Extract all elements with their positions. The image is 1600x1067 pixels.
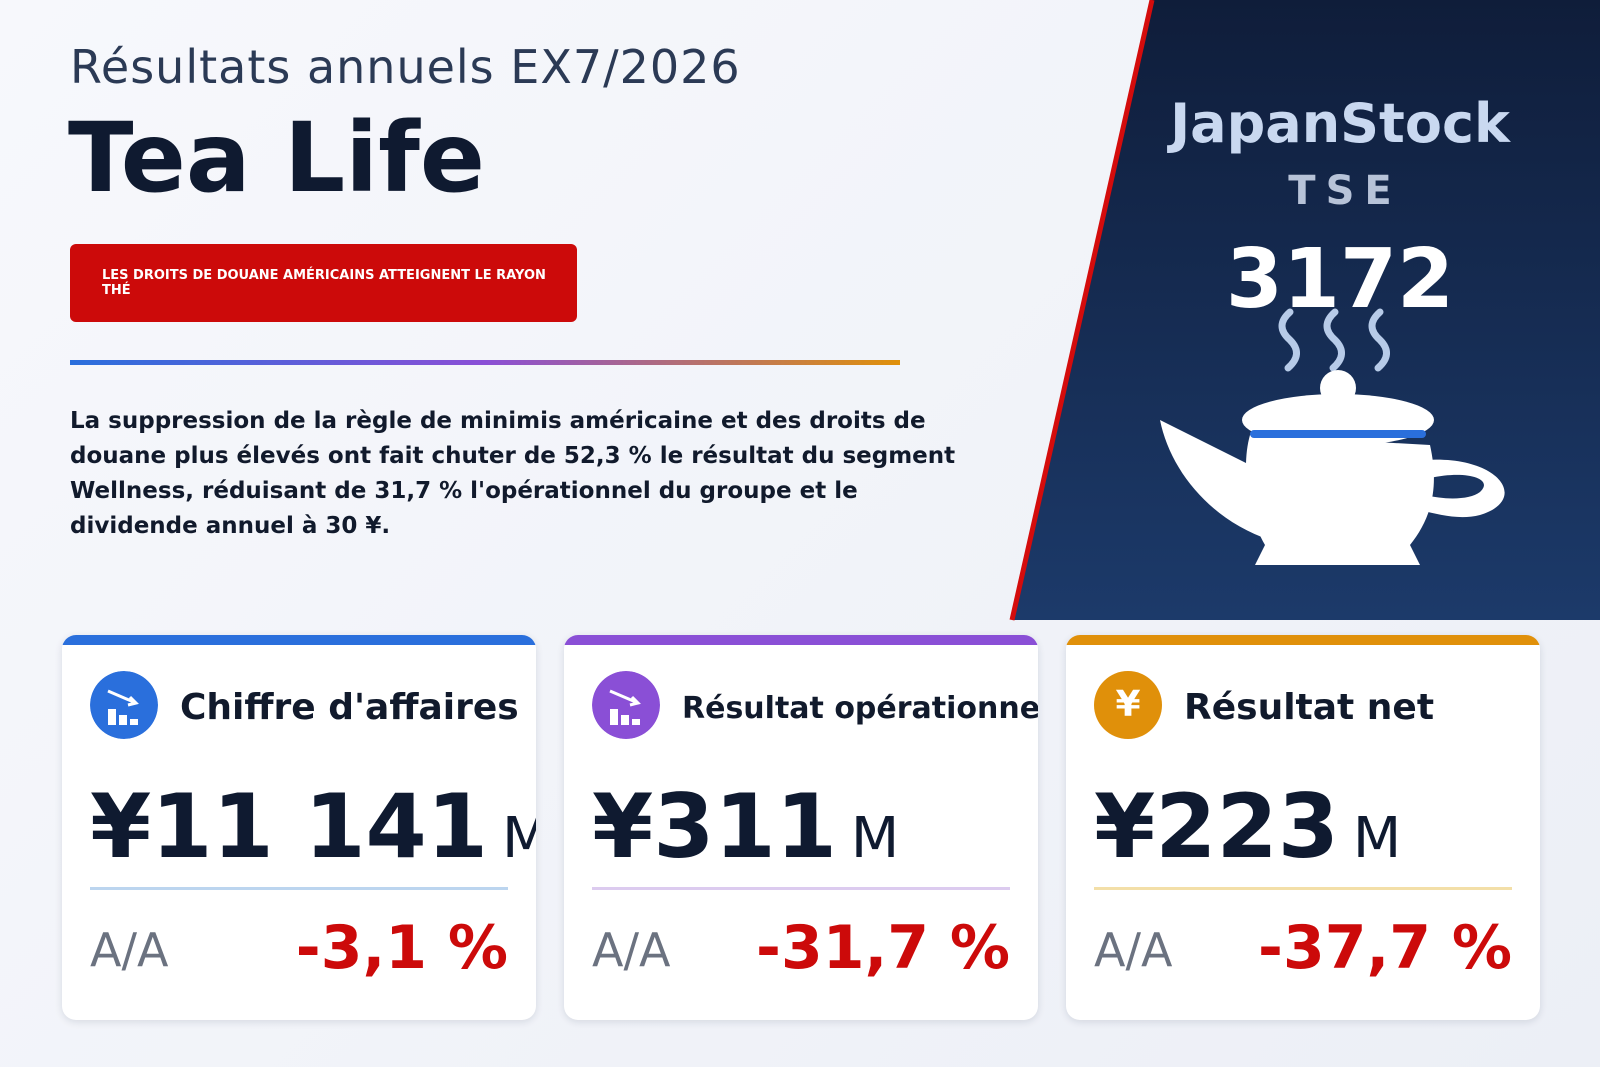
yoy-value: -3,1 % <box>295 913 508 983</box>
card-title: Chiffre d'affaires <box>180 687 519 728</box>
icon-text: ¥ <box>1115 684 1141 725</box>
card-divider <box>592 887 1010 890</box>
card-accent <box>564 635 1038 645</box>
brand-name: JapanStock <box>1170 92 1510 155</box>
title: Tea Life <box>68 102 485 214</box>
card-divider <box>1094 887 1512 890</box>
unit: M <box>850 806 900 871</box>
divider <box>70 360 900 365</box>
card-title: Résultat opérationnel <box>682 691 1038 726</box>
yoy-value: -37,7 % <box>1258 913 1512 983</box>
card-icon <box>592 671 660 739</box>
yoy-label: A/A <box>90 923 169 977</box>
card-value: ¥311 M <box>592 775 899 878</box>
value: ¥11 141 <box>90 775 489 878</box>
teapot <box>1160 370 1505 565</box>
kpi-card: Résultat opérationnel ¥311 M A/A -31,7 % <box>564 635 1038 1020</box>
brand-panel <box>1009 0 1600 621</box>
yoy-label: A/A <box>1094 923 1173 977</box>
unit: M <box>502 806 536 871</box>
subtitle: Résultats annuels EX7/2026 <box>70 40 741 94</box>
summary: La suppression de la règle de minimis am… <box>70 408 956 539</box>
value: ¥223 <box>1094 775 1339 878</box>
yoy-value: -31,7 % <box>756 913 1010 983</box>
unit: M <box>1352 806 1402 871</box>
card-title: Résultat net <box>1184 687 1435 728</box>
kpi-card: ¥ Résultat net ¥223 M A/A -37,7 % <box>1066 635 1540 1020</box>
value: ¥311 <box>592 775 837 878</box>
card-divider <box>90 887 508 890</box>
card-value: ¥11 141 M <box>90 775 536 878</box>
stock-code: 3172 <box>1225 232 1455 327</box>
kpi-card: Chiffre d'affaires ¥11 141 M A/A -3,1 % <box>62 635 536 1020</box>
card-accent <box>62 635 536 645</box>
exchange: TSE <box>1288 168 1402 214</box>
card-value: ¥223 M <box>1094 775 1401 878</box>
yoy-label: A/A <box>592 923 671 977</box>
card-icon: ¥ <box>1094 671 1162 739</box>
steam <box>1278 308 1390 372</box>
badge: LES DROITS DE DOUANE AMÉRICAINS ATTEIGNE… <box>70 244 577 322</box>
panel-edge <box>1009 0 1155 621</box>
card-icon <box>90 671 158 739</box>
card-accent <box>1066 635 1540 645</box>
